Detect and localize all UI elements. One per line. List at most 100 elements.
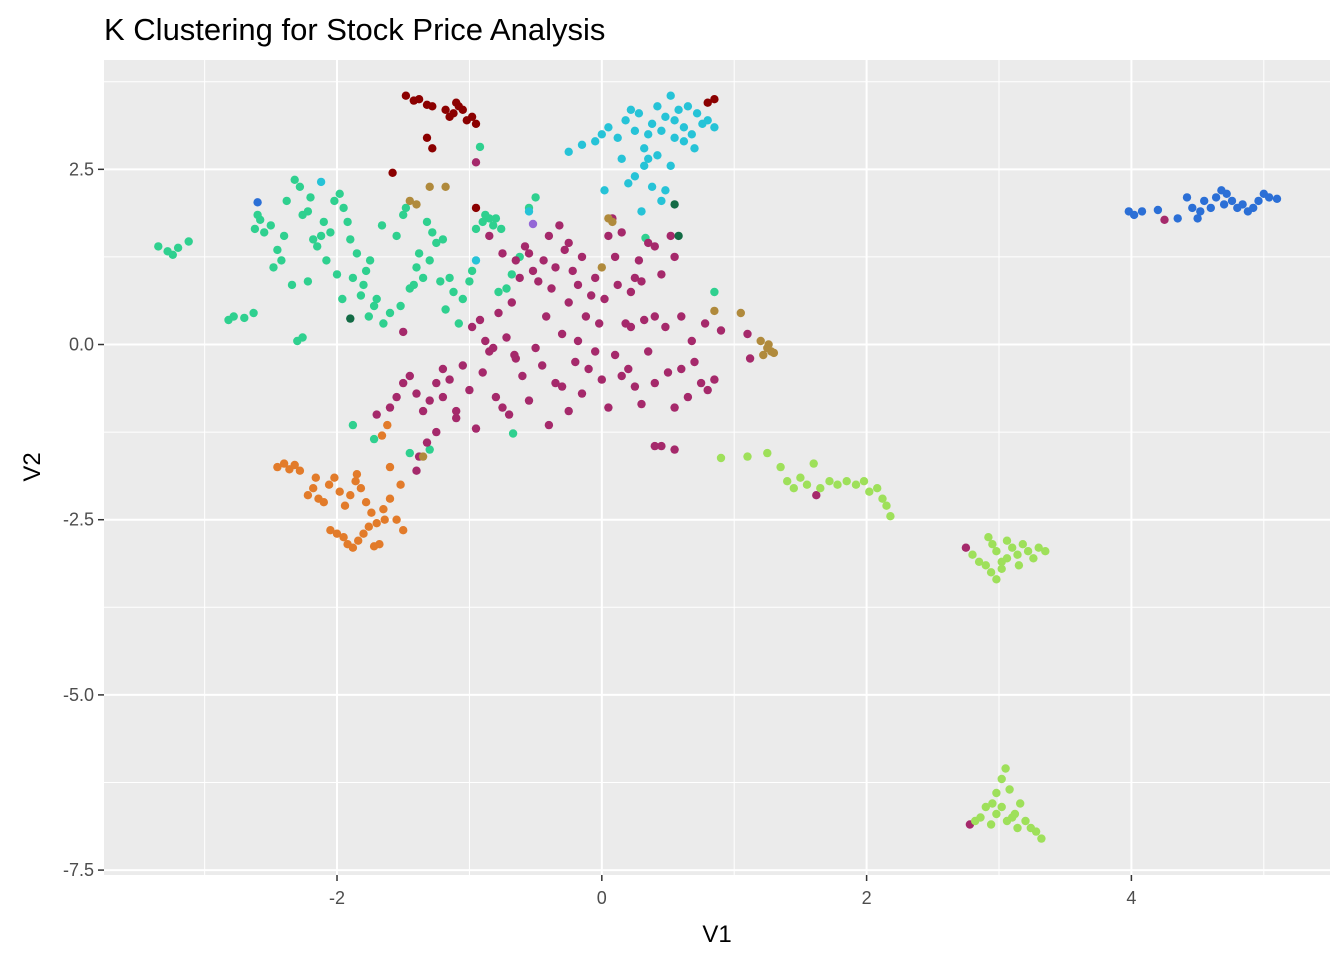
data-point <box>644 347 653 356</box>
data-point <box>352 249 362 258</box>
data-point <box>392 392 401 402</box>
data-point <box>626 105 636 115</box>
data-point <box>266 221 275 230</box>
data-point <box>338 294 347 304</box>
data-point <box>882 501 891 510</box>
data-point <box>650 242 659 251</box>
data-point <box>385 308 395 318</box>
data-point <box>796 473 805 482</box>
data-point <box>401 203 411 213</box>
data-point <box>489 221 498 230</box>
data-point <box>441 105 450 115</box>
data-point <box>690 144 699 153</box>
data-point <box>428 144 437 153</box>
data-point <box>976 813 985 822</box>
x-tick-label: -2 <box>329 888 345 908</box>
data-point <box>1188 203 1197 213</box>
data-point <box>452 98 461 107</box>
data-point <box>637 277 646 286</box>
data-point <box>1173 214 1182 223</box>
data-point <box>409 280 418 290</box>
x-tick-label: 4 <box>1126 888 1136 908</box>
data-point <box>670 116 679 125</box>
data-point <box>608 217 617 227</box>
data-point <box>405 371 414 381</box>
data-point <box>763 448 772 458</box>
data-point <box>595 319 604 328</box>
data-point <box>663 368 673 377</box>
data-point <box>776 462 785 472</box>
data-point <box>1008 543 1017 552</box>
data-point <box>1211 193 1221 202</box>
data-point <box>571 357 580 367</box>
data-point <box>630 126 640 135</box>
data-point <box>968 550 977 559</box>
data-point <box>471 256 481 265</box>
data-point <box>481 210 490 220</box>
data-point <box>634 109 644 118</box>
data-point <box>604 123 613 132</box>
data-point <box>1238 200 1247 209</box>
data-point <box>173 243 183 252</box>
grid-major <box>104 60 1330 875</box>
data-point <box>319 217 328 227</box>
data-point <box>491 392 501 402</box>
data-point <box>380 515 389 524</box>
data-point <box>282 196 291 206</box>
data-point <box>988 540 997 549</box>
data-point <box>346 314 355 323</box>
data-point <box>348 420 358 430</box>
series-group <box>346 200 683 323</box>
data-point <box>997 774 1006 784</box>
data-point <box>584 364 593 374</box>
data-point <box>518 371 527 381</box>
data-point <box>438 235 448 244</box>
data-point <box>986 820 996 829</box>
data-point <box>617 228 626 237</box>
data-point <box>438 364 448 374</box>
data-point <box>696 378 706 388</box>
data-point <box>316 177 326 187</box>
data-point <box>303 277 313 286</box>
data-point <box>458 361 467 370</box>
data-point <box>303 207 313 216</box>
data-point <box>597 375 606 384</box>
data-point <box>168 250 177 259</box>
data-point <box>340 501 350 510</box>
data-point <box>539 256 548 265</box>
data-point <box>508 429 518 438</box>
data-point <box>1249 203 1258 213</box>
data-point <box>1013 550 1022 559</box>
data-point <box>465 385 474 395</box>
data-point <box>524 207 534 216</box>
data-point <box>842 477 851 486</box>
data-point <box>1031 827 1041 836</box>
data-point <box>471 224 481 234</box>
data-point <box>710 306 719 316</box>
x-axis: -2 0 2 4 <box>329 875 1136 908</box>
data-point <box>661 186 670 195</box>
y-tick-label: -7.5 <box>63 860 94 880</box>
data-point <box>802 480 812 489</box>
data-point <box>547 284 556 293</box>
data-point <box>666 161 675 170</box>
data-point <box>577 252 587 262</box>
data-point <box>438 392 448 402</box>
data-point <box>240 313 249 323</box>
data-point <box>710 375 719 384</box>
data-point <box>418 406 428 416</box>
data-point <box>1001 764 1010 773</box>
data-point <box>1041 547 1050 556</box>
data-point <box>677 312 686 321</box>
series-group <box>716 448 1050 843</box>
data-point <box>670 445 679 454</box>
data-point <box>412 263 421 272</box>
data-point <box>624 179 633 188</box>
data-point <box>743 329 752 339</box>
x-tick-label: 0 <box>597 888 607 908</box>
data-point <box>471 119 481 128</box>
data-point <box>809 459 818 468</box>
data-point <box>703 98 712 107</box>
data-point <box>352 470 362 479</box>
